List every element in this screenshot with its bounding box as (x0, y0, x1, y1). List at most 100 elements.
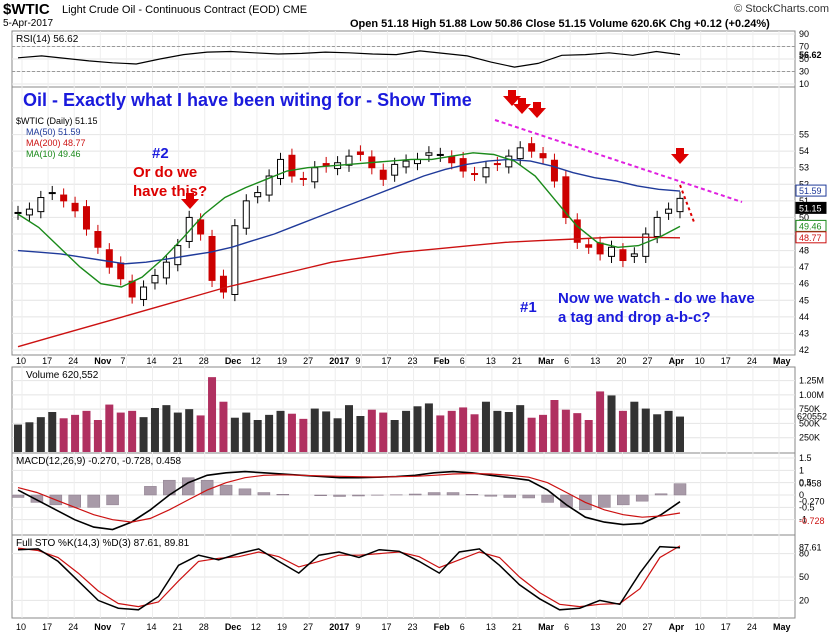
volume-bar (276, 410, 285, 452)
price-candle (174, 245, 182, 266)
price-candle (140, 286, 148, 300)
volume-bar (584, 420, 593, 452)
x-tick-label: 2017 (329, 622, 349, 632)
price-candle (231, 225, 239, 295)
price-candle (539, 153, 547, 159)
macd-histogram-bar (276, 494, 290, 496)
ma200-line (17, 236, 681, 348)
macd-tick-label: 0.5 (799, 478, 812, 488)
volume-bar (128, 410, 137, 452)
rsi-tick-label: 70 (799, 42, 809, 52)
x-tick-label: 13 (590, 356, 600, 366)
volume-bar (173, 412, 182, 452)
x-tick-label: Nov (94, 622, 111, 632)
x-tick-label: 13 (486, 622, 496, 632)
x-tick-label: Feb (434, 622, 451, 632)
x-tick-label: Mar (538, 622, 555, 632)
watch-line1: Now we watch - do we have (558, 290, 755, 307)
price-tick-label: 51 (799, 196, 809, 206)
price-legend-2: MA(200) 48.77 (26, 138, 86, 148)
x-tick-label: 6 (460, 356, 465, 366)
price-candle (25, 208, 33, 216)
x-tick-label: 19 (277, 622, 287, 632)
price-candle (482, 167, 490, 178)
volume-bar (162, 405, 171, 452)
volume-bar (265, 414, 274, 452)
annotation-arrow-4 (671, 148, 689, 164)
x-tick-label: 24 (68, 356, 78, 366)
sto-k-line (17, 545, 681, 611)
volume-bar (196, 415, 205, 452)
x-tick-label: Mar (538, 356, 555, 366)
volume-bar (379, 412, 388, 452)
volume-tick-label: 1.25M (799, 376, 824, 386)
volume-title: Volume 620,552 (26, 370, 99, 381)
annotation-arrow-3 (528, 102, 546, 118)
price-panel (11, 86, 796, 356)
label-1: #1 (520, 299, 537, 316)
x-tick-label: 13 (590, 622, 600, 632)
price-candle (436, 153, 444, 156)
macd-histogram-bar (87, 494, 100, 508)
projected-drop-line (679, 184, 695, 223)
x-tick-label: 23 (408, 622, 418, 632)
x-tick-label: Nov (94, 356, 111, 366)
macd-histogram-bar (238, 488, 252, 496)
x-tick-label: Feb (434, 356, 451, 366)
price-tick-label: 50 (799, 212, 809, 222)
macd-signal-line (17, 472, 681, 523)
price-candle (402, 160, 410, 168)
price-candle (37, 197, 45, 213)
x-tick-label: 6 (564, 622, 569, 632)
x-tick-label: 17 (42, 622, 52, 632)
resistance-trendline (494, 119, 743, 203)
price-candle (596, 242, 604, 255)
volume-tick-label: 1.00M (799, 390, 824, 400)
volume-bar (93, 420, 102, 452)
price-candle (14, 211, 22, 214)
x-tick-label: 21 (512, 622, 522, 632)
volume-bar (356, 416, 365, 452)
volume-bar (618, 410, 627, 452)
volume-bar (527, 417, 536, 452)
price-candle (185, 216, 193, 242)
volume-bar (139, 417, 148, 452)
price-candle (356, 151, 364, 155)
question-2-line2: have this? (133, 183, 207, 200)
volume-bar (550, 400, 559, 452)
price-candle (608, 246, 616, 257)
volume-tick-label: 750K (799, 404, 820, 414)
volume-last-value-label: 620552 (797, 412, 827, 422)
price-tick-label: 43 (799, 328, 809, 338)
x-tick-label: 12 (251, 356, 261, 366)
volume-bar (641, 408, 650, 452)
macd-histogram-bar (30, 494, 44, 503)
x-tick-label: 28 (199, 356, 209, 366)
price-candle (60, 194, 68, 202)
plot-layer (11, 50, 743, 611)
price-tick-label: 55 (799, 130, 809, 140)
volume-bar (48, 412, 57, 452)
x-tick-label: May (773, 622, 791, 632)
x-tick-label: Apr (669, 622, 685, 632)
price-candle (528, 143, 536, 152)
macd-histogram-bar (314, 494, 327, 496)
volume-bar (607, 395, 616, 452)
x-tick-label: 7 (120, 356, 125, 366)
price-candle (345, 155, 353, 166)
price-legend-0: $WTIC (Daily) 51.15 (16, 116, 98, 126)
macd-histogram-bar (106, 494, 119, 506)
macd-last-value-label: 0.458 (799, 479, 822, 489)
macd-histogram-bar (333, 494, 346, 497)
macd-histogram-bar (654, 493, 668, 496)
volume-bar (504, 412, 513, 452)
price-candle (265, 175, 273, 196)
price-candle (277, 158, 285, 179)
price-candle (71, 202, 79, 212)
volume-bar (664, 410, 673, 452)
x-tick-label: 2017 (329, 356, 349, 366)
price-last-value-label: 51.15 (799, 203, 822, 213)
price-candle (642, 233, 650, 257)
volume-bar (208, 377, 217, 452)
price-candle (562, 176, 570, 218)
